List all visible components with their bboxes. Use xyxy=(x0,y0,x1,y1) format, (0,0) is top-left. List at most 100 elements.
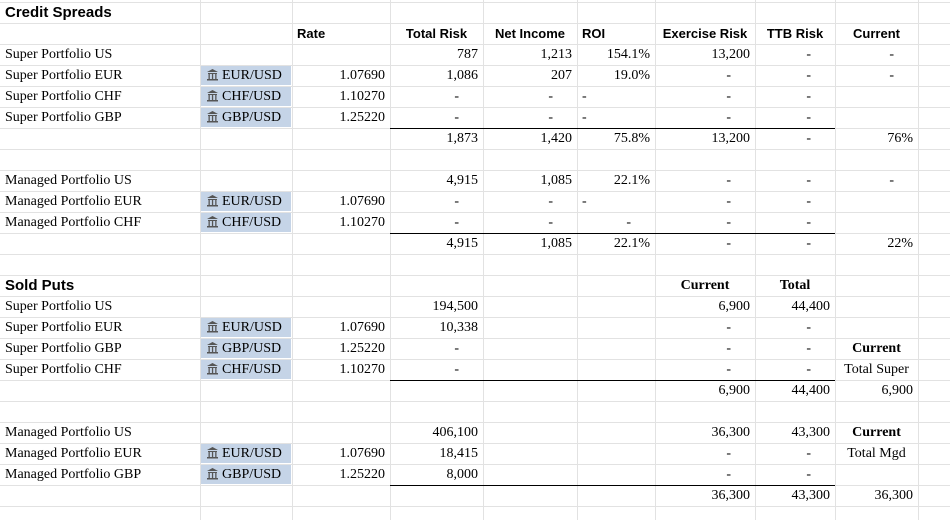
currency-box: EUR/USD xyxy=(201,444,291,463)
value-cell: - xyxy=(454,194,459,209)
row-label: Managed Portfolio EUR xyxy=(5,446,142,461)
value-cell: - xyxy=(548,89,553,104)
label-cell: Total Super xyxy=(844,362,909,377)
value-cell: - xyxy=(726,320,731,335)
grid-line xyxy=(0,443,950,444)
value-cell: - xyxy=(806,47,811,62)
value-cell: - xyxy=(548,215,553,230)
value-cell: - xyxy=(726,110,731,125)
value-cell: 36,300 xyxy=(711,488,751,503)
currency-box: CHF/USD xyxy=(201,87,291,106)
value-cell: - xyxy=(806,68,811,83)
value-cell: 1.10270 xyxy=(339,89,386,104)
value-cell: - xyxy=(806,446,811,461)
value-cell: 1,873 xyxy=(446,131,479,146)
value-cell: - xyxy=(806,215,811,230)
currency-text: EUR/USD xyxy=(222,320,282,335)
row-label: Super Portfolio EUR xyxy=(5,68,123,83)
value-cell: 8,000 xyxy=(446,467,479,482)
value-cell: 44,400 xyxy=(791,299,831,314)
row-label: Managed Portfolio US xyxy=(5,425,132,440)
column-header: TTB Risk xyxy=(766,26,824,41)
value-cell: 19.0% xyxy=(613,68,650,83)
currency-pair: GBP/USD xyxy=(200,107,292,128)
grid-line xyxy=(0,296,950,297)
currency-pair: CHF/USD xyxy=(200,359,292,380)
value-cell: - xyxy=(626,215,631,230)
currency-text: CHF/USD xyxy=(222,362,282,377)
value-cell: - xyxy=(726,362,731,377)
value-cell: - xyxy=(454,362,459,377)
value-cell: - xyxy=(726,236,731,251)
currency-pair: GBP/USD xyxy=(200,464,292,485)
value-cell: 1.25220 xyxy=(339,110,386,125)
grid-line xyxy=(292,0,293,520)
value-cell: 194,500 xyxy=(432,299,479,314)
currency-pair: EUR/USD xyxy=(200,443,292,464)
column-header: Current xyxy=(853,26,900,41)
grid-line xyxy=(0,401,950,402)
value-cell: - xyxy=(726,341,731,356)
label-cell: Total Mgd xyxy=(847,446,906,461)
row-label: Super Portfolio CHF xyxy=(5,362,122,377)
value-cell: 787 xyxy=(457,47,478,62)
currency-box: GBP/USD xyxy=(201,465,291,484)
value-cell: 22% xyxy=(887,236,913,251)
currency-pair: EUR/USD xyxy=(200,191,292,212)
value-cell: - xyxy=(726,89,731,104)
value-cell: - xyxy=(582,110,587,125)
row-label: Super Portfolio EUR xyxy=(5,320,123,335)
grid-line xyxy=(0,506,950,507)
value-cell: - xyxy=(806,362,811,377)
grid-line xyxy=(0,149,950,150)
value-cell: 44,400 xyxy=(791,383,831,398)
grid-line xyxy=(0,2,950,3)
grid-line xyxy=(0,317,950,318)
value-cell: 154.1% xyxy=(606,47,650,62)
value-cell: - xyxy=(806,467,811,482)
grid-line xyxy=(0,254,950,255)
value-cell: - xyxy=(726,68,731,83)
value-cell: 4,915 xyxy=(446,236,479,251)
value-cell: 1,420 xyxy=(540,131,573,146)
currency-box: CHF/USD xyxy=(201,213,291,232)
column-header: Net Income xyxy=(494,26,566,41)
currency-pair: EUR/USD xyxy=(200,317,292,338)
row-label: Managed Portfolio US xyxy=(5,173,132,188)
value-cell: 6,900 xyxy=(718,299,751,314)
value-cell: - xyxy=(889,47,894,62)
value-cell: 6,900 xyxy=(881,383,914,398)
row-label: Managed Portfolio GBP xyxy=(5,467,142,482)
grid-line xyxy=(0,107,950,108)
currency-text: EUR/USD xyxy=(222,446,282,461)
currency-pair: EUR/USD xyxy=(200,65,292,86)
value-cell: - xyxy=(548,110,553,125)
value-cell: 1,085 xyxy=(540,236,573,251)
value-cell: - xyxy=(806,89,811,104)
label-cell: Current xyxy=(852,341,901,356)
value-cell: - xyxy=(806,320,811,335)
column-header: ROI xyxy=(582,26,606,41)
value-cell: - xyxy=(582,194,587,209)
grid-line xyxy=(577,0,578,520)
value-cell: 36,300 xyxy=(874,488,914,503)
currency-box: GBP/USD xyxy=(201,339,291,358)
label-cell: Total xyxy=(779,278,811,293)
value-cell: 1.07690 xyxy=(339,194,386,209)
value-cell: 13,200 xyxy=(711,131,751,146)
value-cell: 406,100 xyxy=(432,425,479,440)
value-cell: - xyxy=(726,173,731,188)
grid-line xyxy=(835,0,836,520)
value-cell: - xyxy=(726,215,731,230)
value-cell: 76% xyxy=(887,131,913,146)
grid-line xyxy=(755,0,756,520)
value-cell: 43,300 xyxy=(791,425,831,440)
value-cell: 36,300 xyxy=(711,425,751,440)
value-cell: 1.07690 xyxy=(339,320,386,335)
currency-box: CHF/USD xyxy=(201,360,291,379)
grid-line xyxy=(0,86,950,87)
currency-text: CHF/USD xyxy=(222,89,282,104)
column-header: Exercise Risk xyxy=(662,26,748,41)
currency-text: GBP/USD xyxy=(222,467,282,482)
